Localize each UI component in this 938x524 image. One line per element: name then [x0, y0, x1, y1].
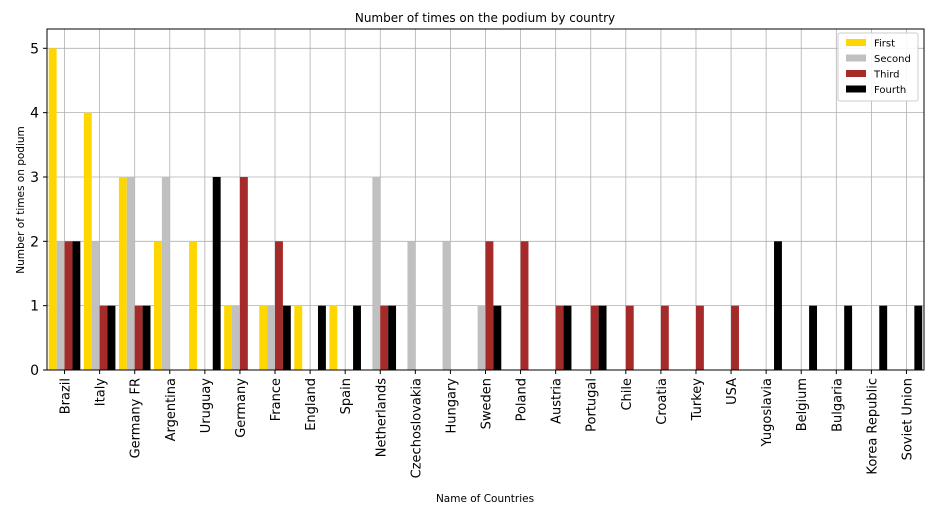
y-tick-label: 2: [30, 234, 39, 250]
legend-label: Second: [874, 54, 911, 65]
legend-swatch: [846, 39, 866, 46]
bar-second: [407, 241, 416, 370]
x-tick-label: USA: [725, 378, 740, 405]
bar-third: [134, 305, 143, 370]
bar-fourth: [914, 305, 923, 370]
bar-second: [267, 305, 276, 370]
legend-label: First: [874, 39, 895, 50]
x-tick-label: France: [269, 378, 284, 421]
x-tick-label: Turkey: [690, 378, 705, 422]
bar-third: [380, 305, 389, 370]
y-tick-label: 1: [30, 299, 39, 315]
x-ticks: Brazil Italy Germany FR Argentina Uruguay Ger…: [59, 370, 915, 478]
legend: First Second Third Fourth: [837, 32, 919, 102]
x-axis-label: Name of Countries: [436, 493, 534, 505]
bar-fourth: [809, 305, 818, 370]
bar-third: [485, 241, 494, 370]
bar-fourth: [107, 305, 116, 370]
legend-label: Fourth: [874, 85, 906, 96]
bar-fourth: [142, 305, 151, 370]
bar-first: [329, 305, 338, 370]
bar-first: [153, 241, 162, 370]
bar-fourth: [598, 305, 607, 370]
bar-third: [555, 305, 564, 370]
bar-second: [161, 176, 170, 370]
bar-fourth: [72, 241, 81, 370]
x-tick-label: Spain: [339, 378, 354, 414]
x-tick-label: Netherlands: [374, 378, 389, 457]
bar-third: [64, 241, 73, 370]
bar-third: [239, 176, 248, 370]
bar-second: [126, 176, 135, 370]
bar-first: [118, 176, 127, 370]
legend-label: Third: [873, 70, 900, 81]
x-tick-label: Portugal: [585, 378, 600, 432]
legend-swatch: [846, 54, 866, 62]
bar-second: [56, 241, 65, 370]
bar-fourth: [282, 305, 291, 370]
x-tick-label: England: [304, 378, 319, 431]
x-tick-label: Uruguay: [199, 378, 214, 434]
bar-third: [275, 241, 283, 370]
bar-third: [660, 305, 669, 370]
x-tick-label: Poland: [515, 378, 530, 421]
x-tick-label: Germany: [234, 378, 249, 438]
bar-fourth: [563, 305, 572, 370]
x-tick-label: Chile: [620, 378, 635, 411]
y-tick-label: 0: [30, 363, 39, 379]
bar-first: [224, 305, 233, 370]
bar-third: [520, 241, 529, 370]
bars-group: [48, 48, 923, 371]
bar-fourth: [844, 305, 853, 370]
x-tick-label: Hungary: [444, 378, 459, 434]
x-tick-label: Austria: [550, 378, 565, 424]
y-tick-label: 4: [30, 106, 39, 122]
y-tick-label: 3: [30, 170, 39, 186]
legend-box: [837, 32, 919, 102]
bar-third: [695, 305, 704, 370]
bar-third: [625, 305, 634, 370]
y-axis-label: Number of times on podium: [15, 126, 27, 273]
x-tick-label: Yugoslavia: [760, 378, 775, 448]
bar-fourth: [879, 305, 888, 370]
legend-swatch: [846, 70, 866, 77]
x-tick-label: Belgium: [795, 378, 810, 431]
x-tick-label: Argentina: [164, 378, 179, 441]
bar-first: [48, 48, 57, 371]
bar-fourth: [774, 241, 782, 370]
legend-swatch: [846, 85, 866, 93]
y-tick-label: 5: [30, 41, 39, 57]
x-tick-label: Brazil: [59, 378, 74, 414]
chart-title: Number of times on the podium by country: [355, 11, 615, 25]
x-tick-label: Czechoslovakia: [409, 378, 424, 478]
x-tick-label: Bulgaria: [830, 378, 845, 432]
bar-fourth: [493, 305, 502, 370]
bar-second: [442, 241, 451, 370]
bar-third: [99, 305, 108, 370]
bar-second: [91, 241, 100, 370]
bar-second: [372, 176, 381, 370]
bar-fourth: [388, 305, 397, 370]
bar-first: [189, 241, 197, 370]
x-tick-label: Italy: [94, 378, 109, 407]
bar-first: [294, 305, 303, 370]
bar-third: [590, 305, 599, 370]
bar-second: [232, 305, 240, 370]
bar-second: [477, 305, 486, 370]
x-tick-label: Germany FR: [129, 378, 144, 458]
x-tick-label: Soviet Union: [900, 378, 915, 460]
bar-fourth: [212, 176, 221, 370]
x-tick-label: Korea Republic: [865, 378, 880, 475]
bar-fourth: [353, 305, 361, 370]
bar-first: [83, 112, 92, 370]
bar-first: [259, 305, 268, 370]
x-tick-label: Croatia: [655, 378, 670, 425]
bar-fourth: [317, 305, 326, 370]
x-tick-label: Sweden: [480, 378, 495, 429]
y-ticks: 0 1 2 3 4 5: [30, 41, 47, 379]
bar-third: [731, 305, 739, 370]
